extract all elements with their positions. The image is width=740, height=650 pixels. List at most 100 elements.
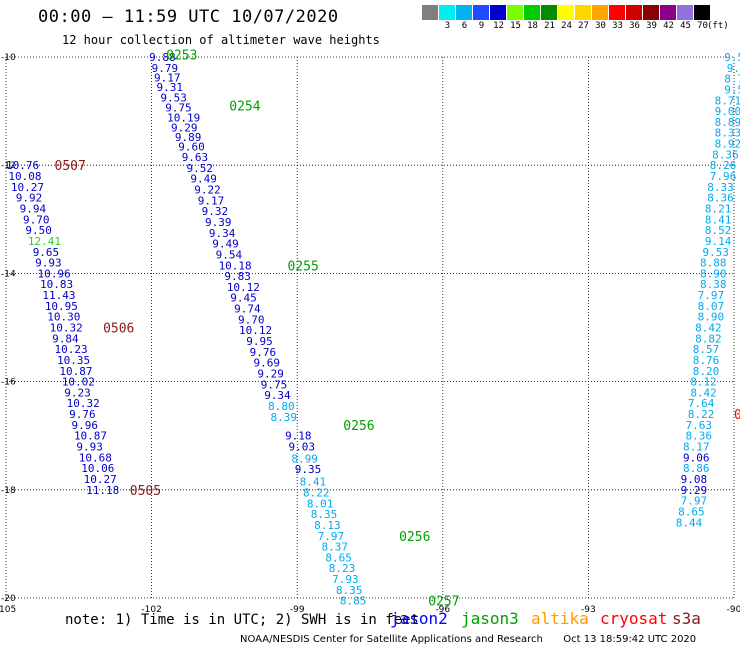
- data-point-label: 9.50: [724, 83, 740, 96]
- data-point-label: 10.96: [38, 267, 71, 280]
- data-point-label: 9.75: [261, 378, 288, 391]
- data-point-label: 10.30: [47, 311, 80, 324]
- data-point-label: 8.26: [710, 159, 737, 172]
- data-point-label: 8.21: [705, 202, 732, 215]
- scale-label: 70: [697, 21, 708, 31]
- data-point-label: 8.89: [715, 116, 740, 129]
- data-point-label: 8.86: [683, 462, 710, 475]
- data-point-label: 9.29: [257, 367, 284, 380]
- scale-unit: (ft): [707, 21, 729, 31]
- data-point-label: 11.43: [42, 289, 75, 302]
- data-point-label: 9.95: [246, 335, 272, 348]
- footnote: note: 1) Time is in UTC; 2) SWH is in fe…: [65, 612, 420, 628]
- data-point-label: 10.19: [167, 112, 200, 125]
- data-point-label: 10.95: [45, 300, 78, 313]
- y-tick-label: -12: [1, 161, 16, 171]
- pass-time-label: 0256: [343, 419, 374, 434]
- data-point-label: 8.80: [268, 400, 295, 413]
- data-point-label: 9.53: [702, 246, 729, 259]
- data-point-label: 9.79: [152, 62, 179, 75]
- color-scale: [422, 5, 711, 20]
- data-point-label: 9.17: [154, 72, 181, 85]
- data-point-label: 8.36: [712, 148, 739, 161]
- data-point-label: 9.65: [33, 246, 60, 259]
- page-subtitle: 12 hour collection of altimeter wave hei…: [62, 33, 380, 47]
- data-point-label: 10.87: [74, 430, 107, 443]
- data-point-label: 8.42: [690, 386, 717, 399]
- legend-jason2: jason2: [390, 609, 448, 628]
- data-point-label: 8.65: [678, 505, 705, 518]
- data-point-label: 9.35: [295, 463, 322, 476]
- data-point-label: 9.23: [64, 386, 91, 399]
- legend-jason3: jason3: [461, 609, 519, 628]
- scale-label: 12: [493, 21, 504, 31]
- scale-swatch: [677, 5, 694, 20]
- y-tick-label: -16: [1, 378, 16, 388]
- data-point-label: 7.97: [681, 495, 708, 508]
- pass-time-label: 0254: [229, 100, 260, 115]
- data-point-label: 8.22: [688, 408, 715, 421]
- data-point-label: 9.75: [165, 101, 192, 114]
- data-point-label: 8.71: [715, 94, 740, 107]
- data-point-label: 8.13: [314, 519, 341, 532]
- data-point-label: 9.18: [285, 430, 312, 443]
- scale-swatch: [575, 5, 592, 20]
- pass-time-label: 0253: [166, 48, 197, 63]
- data-point-label: 8.07: [698, 300, 725, 313]
- data-point-label: 9.63: [182, 151, 209, 164]
- data-point-label: 9.34: [209, 227, 236, 240]
- y-tick-label: -20: [1, 594, 16, 604]
- data-point-label: 8.88: [700, 257, 727, 270]
- data-point-label: 9.06: [683, 451, 710, 464]
- scale-swatch: [592, 5, 609, 20]
- data-point-label: 9.31: [156, 81, 183, 94]
- data-point-label: 9.53: [160, 92, 187, 105]
- data-point-label: 7.96: [710, 170, 737, 183]
- data-point-label: 9.92: [16, 192, 42, 205]
- data-point-label: 9.60: [178, 140, 205, 153]
- data-point-label: 10.68: [79, 451, 112, 464]
- data-point-label: 7.97: [318, 530, 345, 543]
- pass-time-label: 0507: [55, 159, 86, 174]
- data-point-label: 8.36: [707, 192, 734, 205]
- data-point-label: 9.00: [715, 105, 740, 118]
- scale-label: 45: [680, 21, 691, 31]
- data-point-label: 9.08: [681, 473, 708, 486]
- data-point-label: 9.49: [190, 173, 217, 186]
- data-point-label: 8.65: [325, 551, 352, 564]
- data-point-label: 12.41: [28, 235, 61, 248]
- data-point-label: 9.49: [212, 238, 239, 251]
- data-point-label: 8.22: [303, 487, 330, 500]
- pass-time-label: 0255: [287, 259, 318, 274]
- scale-label: 42: [663, 21, 674, 31]
- pass-time-label: 0506: [103, 322, 134, 337]
- data-point-label: 8.01: [307, 497, 334, 510]
- data-point-label: 8.33: [715, 127, 740, 140]
- data-point-label: 10.76: [6, 159, 39, 172]
- pass-time-label: 0505: [130, 484, 161, 499]
- data-point-label: 9.54: [724, 51, 740, 64]
- x-tick-label: -99: [290, 605, 305, 615]
- x-tick-label: -105: [0, 605, 16, 615]
- data-point-label: 11.18: [86, 484, 119, 497]
- data-point-label: 9.17: [198, 194, 225, 207]
- scale-label: 27: [578, 21, 589, 31]
- data-point-label: 9.70: [23, 213, 49, 226]
- data-point-label: 9.83: [224, 270, 251, 283]
- scale-swatch: [558, 5, 575, 20]
- data-point-label: 9.52: [187, 162, 214, 175]
- x-tick-label: -90: [727, 605, 740, 615]
- data-point-label: 10.02: [62, 376, 95, 389]
- scale-label: 33: [612, 21, 623, 31]
- scale-swatch: [473, 5, 490, 20]
- scale-swatch: [439, 5, 456, 20]
- y-tick-label: -14: [1, 269, 16, 279]
- data-point-label: 10.27: [11, 181, 44, 194]
- data-point-label: 9.94: [20, 202, 47, 215]
- data-point-label: 7.64: [688, 397, 715, 410]
- data-point-label: 9.96: [72, 419, 99, 432]
- data-point-label: 8.12: [690, 376, 717, 389]
- data-point-label: 9.03: [288, 441, 315, 454]
- data-point-label: 7.63: [685, 419, 712, 432]
